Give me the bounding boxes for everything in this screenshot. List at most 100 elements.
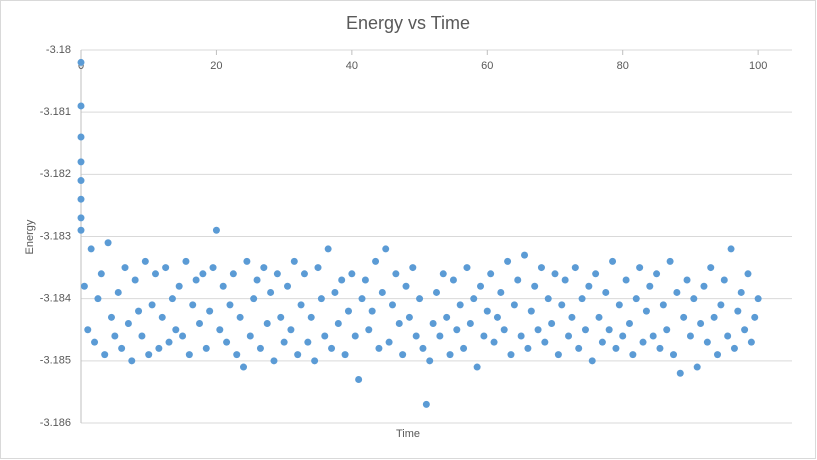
point bbox=[351, 332, 359, 340]
point bbox=[317, 295, 325, 303]
x-tick-label: 80 bbox=[617, 60, 629, 72]
point bbox=[240, 363, 248, 371]
point bbox=[453, 326, 461, 334]
point bbox=[405, 313, 413, 321]
point bbox=[717, 301, 725, 309]
point bbox=[263, 320, 271, 328]
point bbox=[747, 338, 755, 346]
point bbox=[595, 313, 603, 321]
point bbox=[670, 351, 677, 359]
point bbox=[145, 351, 153, 359]
point bbox=[497, 288, 505, 296]
point bbox=[290, 257, 298, 265]
y-tick-label: -3.183 bbox=[40, 230, 71, 242]
point bbox=[77, 195, 85, 203]
point bbox=[537, 264, 545, 272]
point bbox=[168, 295, 176, 303]
point bbox=[84, 326, 92, 334]
point bbox=[118, 344, 126, 352]
point bbox=[216, 326, 224, 334]
point bbox=[253, 276, 261, 284]
point bbox=[571, 264, 579, 272]
point bbox=[128, 357, 136, 365]
point bbox=[307, 313, 315, 321]
point bbox=[683, 276, 691, 284]
point bbox=[334, 320, 342, 328]
point bbox=[558, 301, 566, 309]
point bbox=[565, 332, 573, 340]
x-axis-title: Time bbox=[396, 428, 420, 440]
point bbox=[585, 282, 593, 290]
point bbox=[107, 313, 115, 321]
point bbox=[680, 313, 688, 321]
point bbox=[700, 282, 708, 290]
point bbox=[409, 264, 417, 272]
point bbox=[500, 326, 508, 334]
point bbox=[463, 264, 471, 272]
point bbox=[551, 270, 559, 278]
point bbox=[693, 363, 701, 371]
point bbox=[189, 301, 197, 309]
point bbox=[636, 264, 644, 272]
point bbox=[131, 276, 139, 284]
point bbox=[703, 338, 711, 346]
point bbox=[666, 257, 674, 265]
point bbox=[287, 326, 295, 334]
point bbox=[284, 282, 292, 290]
point bbox=[663, 326, 671, 334]
point bbox=[361, 276, 369, 284]
point bbox=[561, 276, 569, 284]
point bbox=[548, 320, 556, 328]
point bbox=[294, 351, 302, 359]
point bbox=[243, 257, 251, 265]
point bbox=[429, 320, 437, 328]
point bbox=[656, 344, 664, 352]
point bbox=[277, 313, 285, 321]
point bbox=[449, 276, 457, 284]
x-tick-label: 60 bbox=[481, 60, 493, 72]
point bbox=[328, 344, 336, 352]
point bbox=[321, 332, 329, 340]
point bbox=[460, 344, 468, 352]
point bbox=[707, 264, 715, 272]
point bbox=[649, 332, 657, 340]
point bbox=[697, 320, 705, 328]
point bbox=[720, 276, 728, 284]
point bbox=[456, 301, 464, 309]
point bbox=[412, 332, 420, 340]
point bbox=[473, 363, 481, 371]
point bbox=[260, 264, 268, 272]
point bbox=[199, 270, 207, 278]
point bbox=[97, 270, 105, 278]
point bbox=[598, 338, 606, 346]
point bbox=[365, 326, 373, 334]
point bbox=[754, 295, 762, 303]
point bbox=[602, 288, 610, 296]
point bbox=[358, 295, 366, 303]
point bbox=[375, 344, 383, 352]
point bbox=[632, 295, 640, 303]
point bbox=[612, 344, 620, 352]
point bbox=[676, 369, 684, 377]
y-tick-label: -3.186 bbox=[40, 417, 71, 429]
point bbox=[673, 288, 681, 296]
point bbox=[615, 301, 623, 309]
point bbox=[311, 357, 319, 365]
point bbox=[531, 282, 539, 290]
point bbox=[510, 301, 518, 309]
point bbox=[439, 270, 447, 278]
point bbox=[544, 295, 552, 303]
point bbox=[87, 245, 95, 253]
point bbox=[578, 295, 586, 303]
point bbox=[609, 257, 617, 265]
point bbox=[273, 270, 281, 278]
point bbox=[653, 270, 661, 278]
point bbox=[378, 288, 386, 296]
point bbox=[114, 288, 122, 296]
point bbox=[416, 295, 424, 303]
point bbox=[554, 351, 562, 359]
point bbox=[385, 338, 393, 346]
point bbox=[690, 295, 698, 303]
